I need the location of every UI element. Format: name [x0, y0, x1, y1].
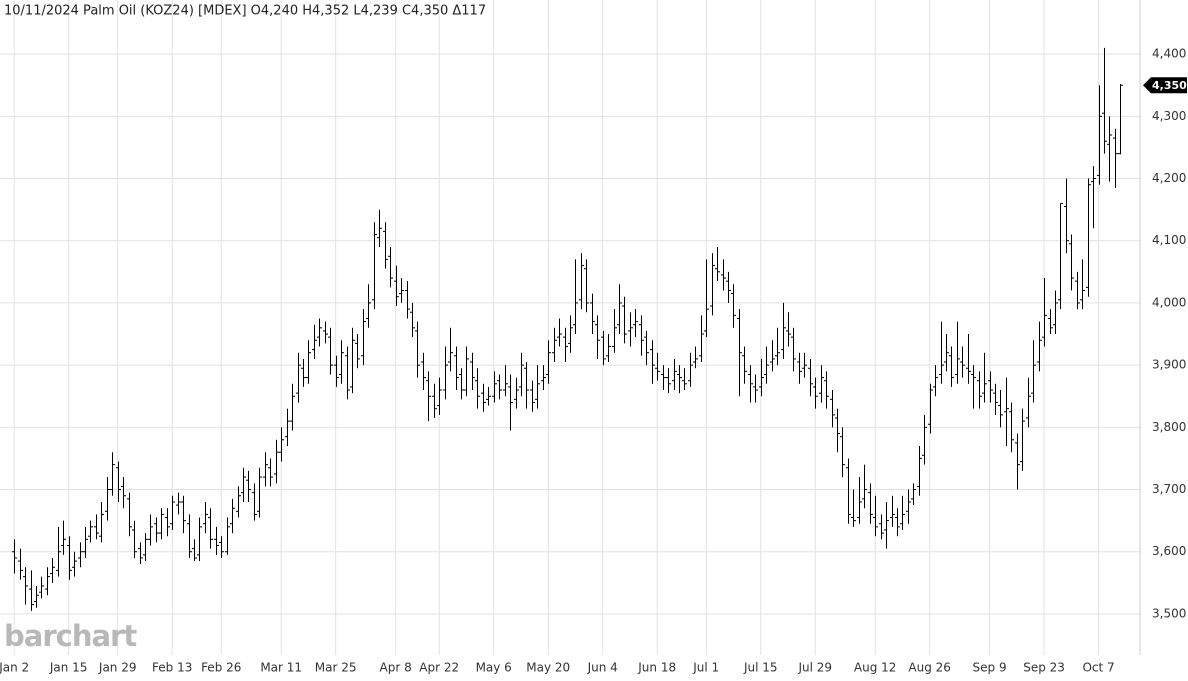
x-tick-label: Aug 26	[908, 661, 951, 675]
x-tick-label: Apr 22	[419, 661, 459, 675]
x-tick-label: Jun 18	[637, 661, 676, 675]
last-price-label: 4,350	[1152, 79, 1187, 92]
x-tick-label: May 20	[526, 661, 570, 675]
y-tick-label: 3,600	[1152, 544, 1186, 558]
x-tick-label: Jan 2	[0, 661, 29, 675]
x-tick-label: Aug 12	[854, 661, 897, 675]
plot: 3,500 3,600 3,700 3,800 3,900 4,000 4,100 4,200…	[0, 47, 1187, 675]
last-price-tag	[1143, 77, 1187, 94]
chart-title: 10/11/2024 Palm Oil (KOZ24) [MDEX] O4,24…	[4, 4, 486, 19]
x-tick-label: Oct 7	[1082, 661, 1114, 675]
y-tick-label: 4,100	[1152, 233, 1186, 247]
x-tick-label: Apr 8	[380, 661, 412, 675]
y-tick-label: 3,500	[1152, 606, 1186, 620]
watermark: barchart	[4, 619, 137, 653]
grid	[0, 0, 1141, 655]
x-tick-label: Mar 11	[260, 661, 302, 675]
x-tick-label: Jan 15	[49, 661, 88, 675]
y-tick-label: 3,900	[1152, 358, 1186, 372]
x-tick-label: May 6	[476, 661, 512, 675]
x-tick-label: Feb 13	[152, 661, 192, 675]
y-tick-label: 4,400	[1152, 47, 1186, 61]
y-tick-label: 3,800	[1152, 420, 1186, 434]
x-tick-label: Feb 26	[201, 661, 241, 675]
x-tick-label: Sep 23	[1023, 661, 1065, 675]
y-tick-label: 4,300	[1152, 109, 1186, 123]
y-tick-label: 4,000	[1152, 295, 1186, 309]
y-tick-label: 4,200	[1152, 171, 1186, 185]
x-tick-label: Sep 9	[973, 661, 1007, 675]
x-tick-label: Mar 25	[315, 661, 357, 675]
x-tick-label: Jan 29	[98, 661, 137, 675]
x-tick-label: Jul 29	[797, 661, 832, 675]
x-tick-label: Jun 4	[587, 661, 618, 675]
x-tick-label: Jul 15	[743, 661, 778, 675]
x-tick-label: Jul 1	[692, 661, 719, 675]
y-tick-label: 3,700	[1152, 482, 1186, 496]
